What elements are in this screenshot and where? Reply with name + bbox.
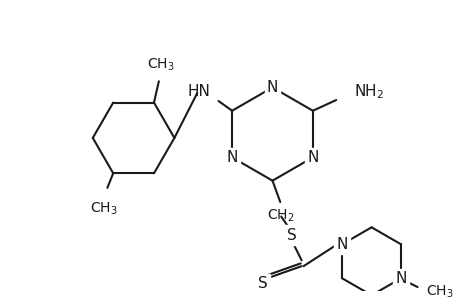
Text: S: S: [257, 276, 267, 291]
Text: N: N: [307, 150, 318, 165]
Text: CH$_3$: CH$_3$: [147, 57, 174, 74]
Text: N: N: [226, 150, 237, 165]
Text: CH$_3$: CH$_3$: [90, 200, 117, 217]
Text: HN: HN: [187, 84, 210, 99]
Text: CH$_3$: CH$_3$: [425, 284, 453, 300]
Text: NH$_2$: NH$_2$: [353, 82, 383, 101]
Text: N: N: [336, 237, 347, 252]
Text: S: S: [286, 228, 296, 243]
Text: N: N: [266, 80, 278, 95]
Text: CH$_2$: CH$_2$: [266, 208, 293, 224]
Text: N: N: [394, 271, 406, 286]
